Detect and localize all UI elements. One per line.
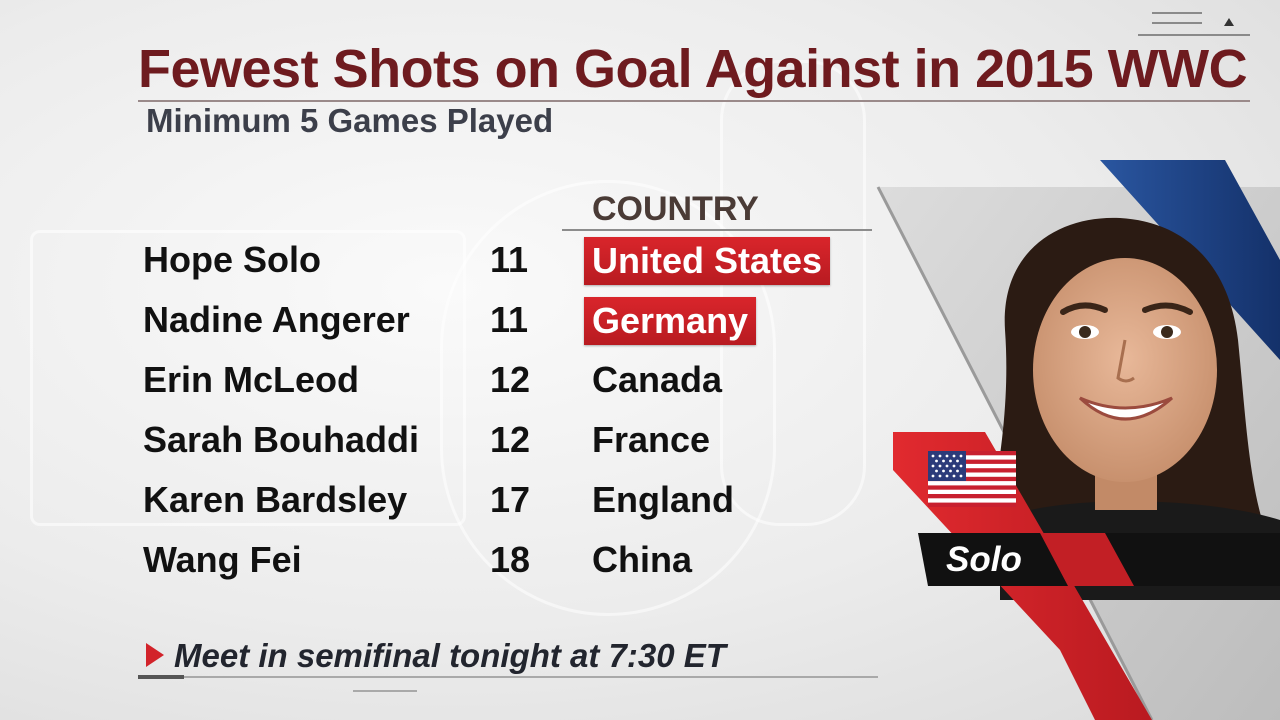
top-corner-indicator [1138, 8, 1250, 38]
player-eyebrow [1060, 302, 1108, 315]
shots-on-goal-value: 17 [490, 479, 531, 520]
play-triangle-icon [146, 643, 164, 667]
table-row: Wang Fei 18 China [0, 532, 880, 592]
shots-on-goal-value: 12 [490, 359, 531, 400]
triangle-up-icon [1224, 18, 1234, 26]
player-smile [1078, 396, 1173, 421]
country-column-header: COUNTRY [592, 190, 759, 228]
bottom-divider [138, 676, 878, 678]
player-name-label: Solo [946, 540, 1022, 579]
bottom-divider-short [353, 690, 417, 692]
us-flag-icon [928, 451, 1016, 507]
player-eyebrow [1142, 302, 1193, 315]
table-row: Nadine Angerer 11 Germany [0, 292, 880, 352]
table-row: Sarah Bouhaddi 12 France [0, 412, 880, 472]
shots-on-goal-value: 11 [490, 239, 529, 280]
goalkeeper-name: Nadine Angerer [143, 299, 410, 340]
shots-on-goal-value: 18 [490, 539, 531, 580]
bottom-divider-accent [138, 675, 184, 679]
shots-on-goal-value: 11 [490, 299, 529, 340]
column-header-divider [562, 229, 872, 231]
graphic-title: Fewest Shots on Goal Against in 2015 WWC [138, 39, 1248, 99]
goalkeeper-name: Sarah Bouhaddi [143, 419, 420, 460]
table-row: Karen Bardsley 17 England [0, 472, 880, 532]
background-mark-right [720, 60, 866, 526]
country: France [592, 419, 711, 460]
player-nose [1116, 339, 1135, 383]
name-bar-red-accent [1040, 533, 1134, 586]
title-divider [138, 100, 1250, 102]
indicator-line [1152, 12, 1202, 14]
shots-on-goal-value: 12 [490, 419, 531, 460]
player-pupil [1079, 326, 1091, 338]
country: England [592, 479, 734, 520]
table-row: Hope Solo 11 United States [0, 232, 880, 292]
footnote-text: Meet in semifinal tonight at 7:30 ET [174, 637, 726, 674]
country-highlighted: United States [584, 237, 831, 285]
country: China [592, 539, 693, 580]
goalkeeper-name: Hope Solo [143, 239, 321, 280]
goalkeeper-name: Erin McLeod [143, 359, 360, 400]
indicator-line [1152, 22, 1202, 24]
goalkeeper-name: Wang Fei [143, 539, 302, 580]
player-face [1033, 258, 1217, 482]
goalkeeper-name: Karen Bardsley [143, 479, 408, 520]
graphic-subtitle: Minimum 5 Games Played [146, 102, 554, 139]
background-mark-middle [440, 180, 776, 616]
player-pupil [1161, 326, 1173, 338]
country-highlighted: Germany [584, 297, 757, 345]
table-row: Erin McLeod 12 Canada [0, 352, 880, 412]
country: Canada [592, 359, 723, 400]
indicator-base-line [1138, 34, 1250, 36]
